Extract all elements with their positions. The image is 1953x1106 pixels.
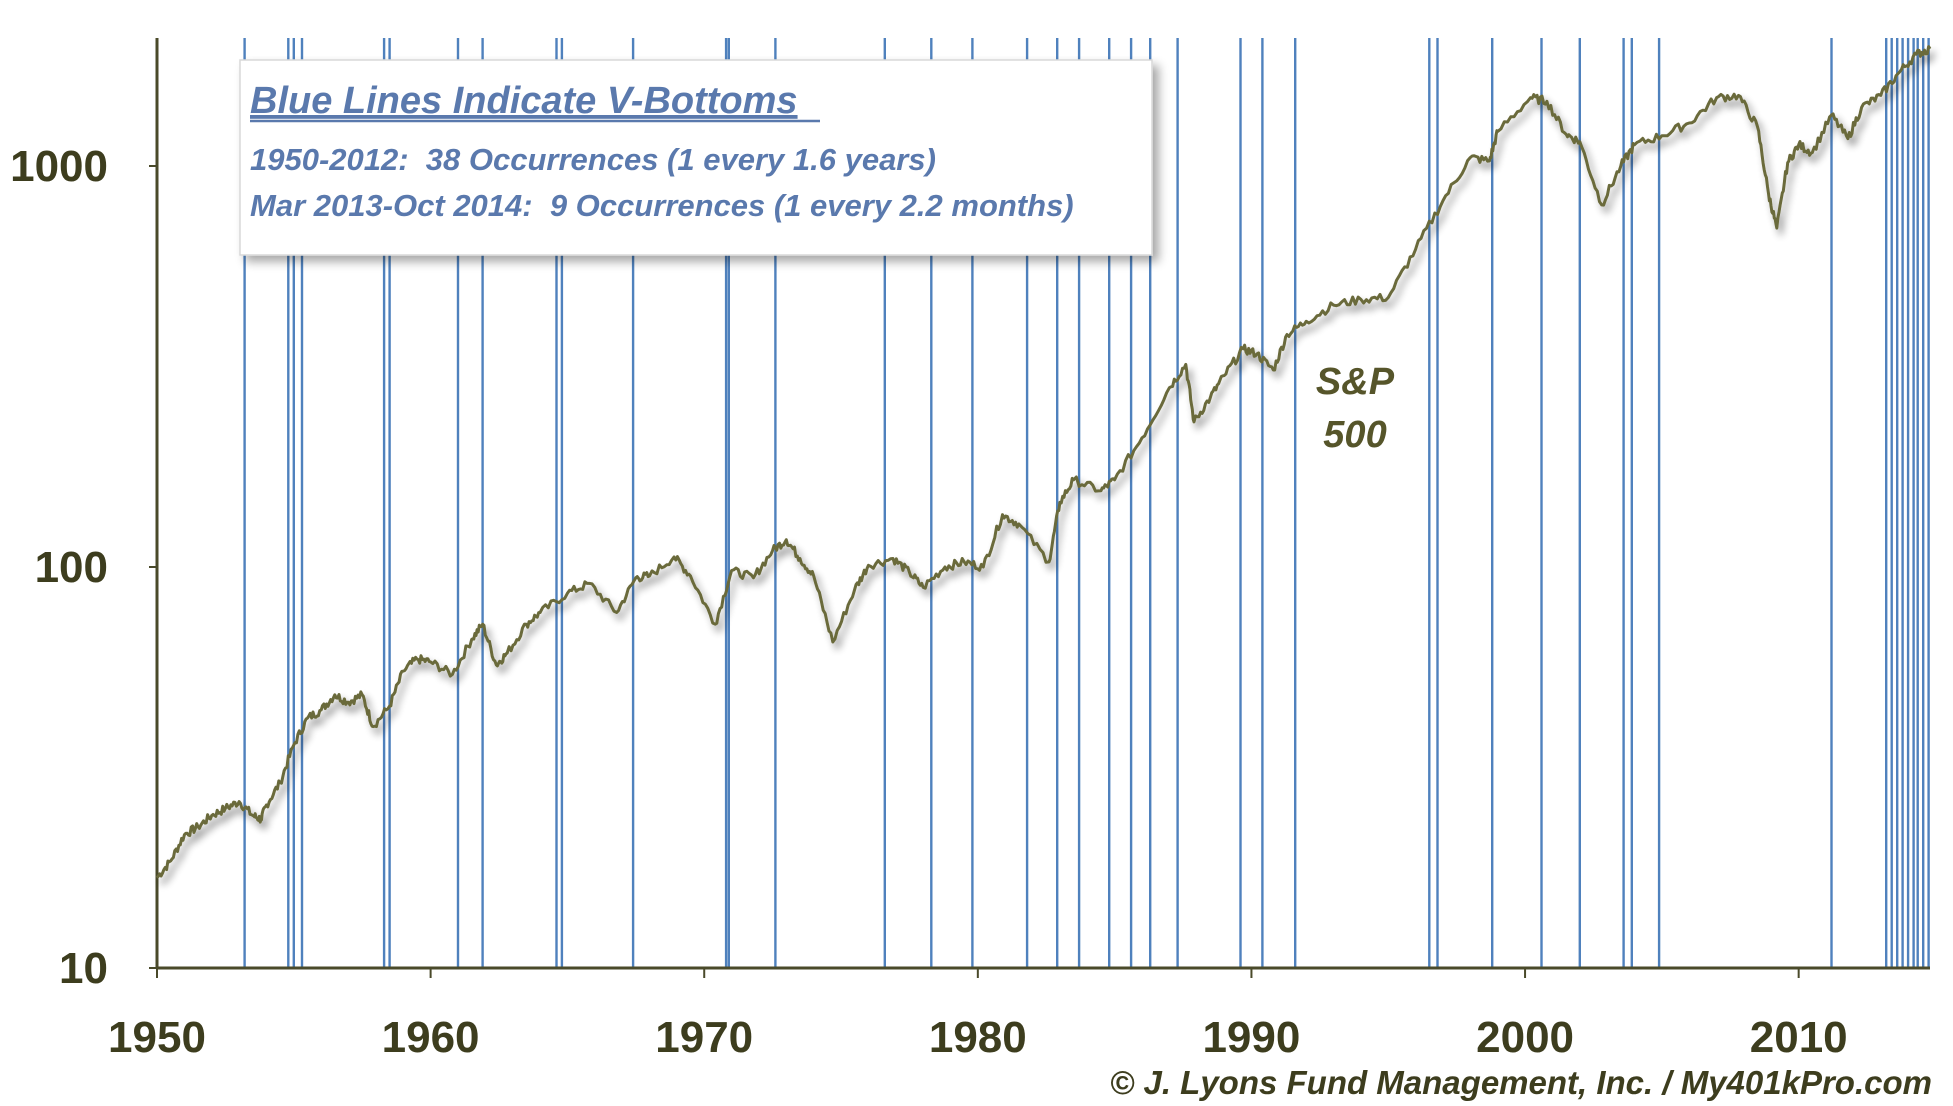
legend-box-background bbox=[239, 59, 1153, 256]
x-tick-label: 1950 bbox=[108, 1013, 206, 1062]
y-axis-ticks: 10 100 1000 bbox=[10, 142, 157, 993]
x-axis-ticks: 1950 1960 1970 1980 1990 2000 2010 bbox=[108, 968, 1848, 1062]
x-tick-label: 1960 bbox=[382, 1013, 480, 1062]
credit-text: © J. Lyons Fund Management, Inc. / My401… bbox=[1110, 1064, 1932, 1101]
y-tick-label: 10 bbox=[59, 944, 108, 993]
legend-line-2: Mar 2013-Oct 2014: 9 Occurrences (1 ever… bbox=[250, 188, 1074, 223]
y-tick-label: 100 bbox=[35, 543, 108, 592]
x-tick-label: 1970 bbox=[655, 1013, 753, 1062]
legend-title: Blue Lines Indicate V-Bottoms bbox=[250, 80, 798, 122]
legend-line-1: 1950-2012: 38 Occurrences (1 every 1.6 y… bbox=[250, 142, 936, 177]
series-label-line2: 500 bbox=[1323, 414, 1386, 456]
x-tick-label: 1990 bbox=[1202, 1013, 1300, 1062]
legend-box bbox=[239, 59, 1153, 256]
x-tick-label: 1980 bbox=[929, 1013, 1027, 1062]
series-label-line1: S&P bbox=[1316, 361, 1395, 403]
series-group bbox=[155, 45, 1932, 879]
y-tick-label: 1000 bbox=[10, 142, 108, 191]
x-tick-label: 2010 bbox=[1750, 1013, 1848, 1062]
plot-frame bbox=[155, 38, 1930, 970]
series-label: S&P 500 bbox=[1316, 361, 1395, 456]
sp500-line bbox=[155, 45, 1932, 879]
x-tick-label: 2000 bbox=[1476, 1013, 1574, 1062]
